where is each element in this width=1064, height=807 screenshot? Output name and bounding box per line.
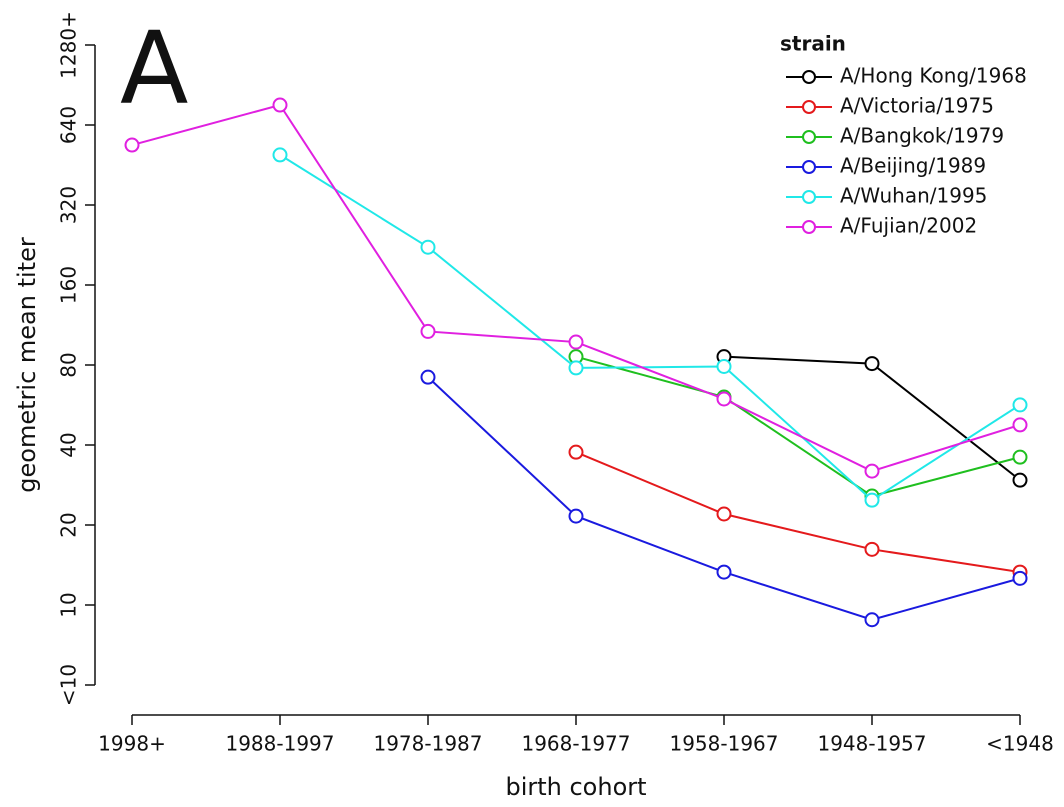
legend-label: A/Victoria/1975 [840, 94, 994, 118]
series-line [279, 154, 1021, 502]
legend-marker [802, 70, 816, 84]
data-point [420, 369, 436, 385]
data-point [1012, 397, 1028, 413]
data-point [716, 506, 732, 522]
legend-label: A/Fujian/2002 [840, 214, 977, 238]
series-line [723, 355, 1021, 481]
y-tick-label: 10 [57, 592, 81, 617]
legend-label: A/Wuhan/1995 [840, 184, 987, 208]
data-point [272, 147, 288, 163]
y-tick-label: 20 [57, 512, 81, 537]
data-point [568, 444, 584, 460]
x-tick-label: <1948 [986, 732, 1054, 756]
x-tick-label: 1988-1997 [225, 732, 334, 756]
data-point [272, 97, 288, 113]
data-point [716, 564, 732, 580]
x-tick-label: 1998+ [98, 732, 166, 756]
y-tick-label: 640 [57, 106, 81, 144]
data-point [716, 391, 732, 407]
panel-label: A [120, 9, 188, 126]
y-tick-label: 1280+ [57, 11, 81, 79]
legend-marker [802, 130, 816, 144]
x-tick-label: 1948-1957 [817, 732, 926, 756]
legend-marker [802, 160, 816, 174]
data-point [864, 492, 880, 508]
data-point [864, 356, 880, 372]
data-point [420, 323, 436, 339]
data-point [568, 508, 584, 524]
data-point [1012, 570, 1028, 586]
data-point [568, 334, 584, 350]
legend-label: A/Beijing/1989 [840, 154, 986, 178]
data-point [864, 541, 880, 557]
data-point [124, 137, 140, 153]
data-point [864, 463, 880, 479]
y-tick-label: 80 [57, 352, 81, 377]
data-point [1012, 417, 1028, 433]
x-tick-label: 1958-1967 [669, 732, 778, 756]
series-line [427, 376, 1021, 621]
data-point [1012, 449, 1028, 465]
x-axis-label: birth cohort [505, 773, 646, 801]
x-tick-label: 1978-1987 [373, 732, 482, 756]
data-point [716, 358, 732, 374]
series-line [575, 355, 1021, 498]
legend-label: A/Bangkok/1979 [840, 124, 1004, 148]
x-tick-label: 1968-1977 [521, 732, 630, 756]
series-line [575, 451, 1021, 574]
y-tick-label: <10 [57, 664, 81, 706]
legend-marker [802, 190, 816, 204]
y-tick-label: 160 [57, 266, 81, 304]
legend-marker [802, 100, 816, 114]
y-tick-label: 320 [57, 186, 81, 224]
data-point [420, 239, 436, 255]
y-tick-label: 40 [57, 432, 81, 457]
data-point [864, 612, 880, 628]
legend-title: strain [780, 32, 846, 56]
data-point [568, 360, 584, 376]
legend-label: A/Hong Kong/1968 [840, 64, 1027, 88]
legend-marker [802, 220, 816, 234]
data-point [1012, 472, 1028, 488]
y-axis-label: geometric mean titer [13, 237, 41, 493]
